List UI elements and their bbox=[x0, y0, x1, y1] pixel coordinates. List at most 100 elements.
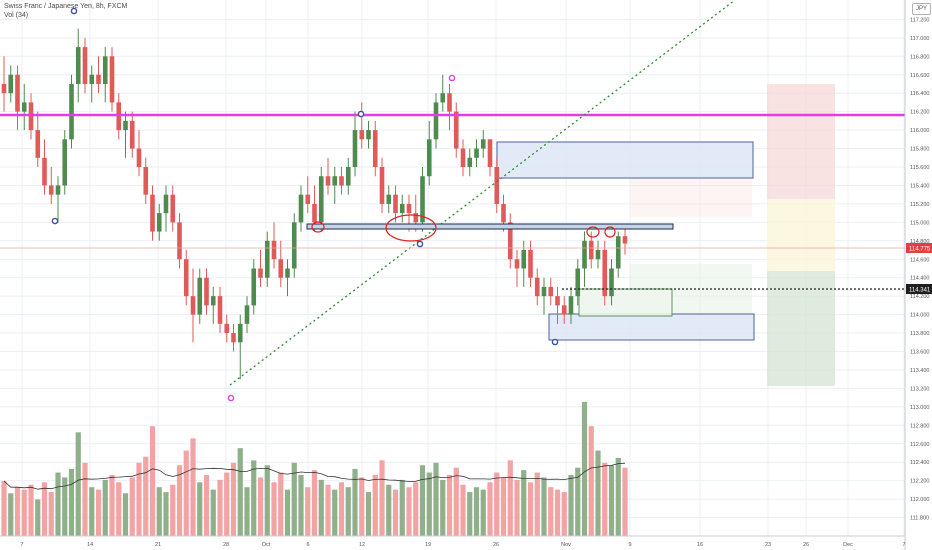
volume-bar bbox=[278, 472, 284, 536]
candle-body bbox=[183, 259, 189, 297]
candle-body bbox=[453, 111, 459, 149]
price-tick-label: 115.200 bbox=[910, 202, 929, 208]
candle-body bbox=[487, 139, 493, 167]
volume-bar bbox=[116, 482, 122, 536]
symbol-title: Swiss Franc / Japanese Yen, 8h, FXCM bbox=[4, 3, 128, 10]
price-axis[interactable]: 117.200 117.000 116.800 116.600 116.400 116.2… bbox=[904, 0, 932, 550]
candle-body bbox=[541, 286, 547, 297]
volume-bar bbox=[14, 487, 21, 536]
volume-bar bbox=[109, 475, 115, 536]
volume-bar bbox=[426, 472, 432, 536]
candle-body bbox=[82, 47, 88, 84]
time-tick-label: Nov bbox=[561, 542, 571, 548]
volume-bar bbox=[129, 477, 135, 536]
volume-bar bbox=[500, 477, 507, 536]
price-tick-label: 113.800 bbox=[910, 331, 929, 337]
price-tick-label: 116.200 bbox=[910, 110, 929, 116]
price-tick-label: 113.200 bbox=[910, 386, 929, 392]
volume-indicator-label: Vol (34) bbox=[4, 12, 29, 19]
candle-body bbox=[48, 185, 54, 195]
price-tick-label: 112.800 bbox=[910, 423, 929, 429]
candle-body bbox=[393, 194, 398, 214]
candle-body bbox=[399, 203, 405, 214]
volume-bar bbox=[581, 401, 588, 536]
candle-body bbox=[528, 250, 533, 278]
volume-bar bbox=[82, 462, 88, 536]
price-tick-label: 112.400 bbox=[910, 460, 929, 466]
volume-bar bbox=[568, 475, 574, 536]
volume-bar bbox=[244, 487, 250, 536]
candle-body bbox=[123, 120, 128, 131]
candle-body bbox=[352, 130, 358, 167]
currency-badge[interactable]: JPY bbox=[912, 3, 931, 15]
price-tick-label: 115.600 bbox=[910, 165, 929, 171]
time-axis[interactable]: 7 14 21 28 Oct 6 12 19 26 Nov 9 16 23 26 Dec 7 bbox=[0, 535, 906, 548]
price-tick-label: 114.400 bbox=[910, 276, 929, 282]
volume-bar bbox=[548, 487, 554, 536]
price-tick-label: 112.000 bbox=[910, 497, 929, 503]
price-tick-label: 114.000 bbox=[910, 313, 929, 319]
candle-body bbox=[258, 268, 263, 278]
price-tick-label: 117.200 bbox=[910, 17, 929, 23]
candle-body bbox=[588, 240, 594, 260]
volume-bar bbox=[21, 489, 27, 536]
candle-body bbox=[204, 277, 209, 306]
candle-body bbox=[1, 83, 7, 94]
volume-bar bbox=[1, 481, 7, 536]
volume-bar bbox=[183, 450, 189, 536]
volume-bar bbox=[622, 467, 628, 536]
volume-bar bbox=[480, 489, 486, 536]
volume-bar bbox=[284, 489, 291, 536]
volume-bar bbox=[8, 493, 14, 536]
price-tick-label: 113.600 bbox=[910, 350, 929, 356]
volume-bar bbox=[615, 457, 621, 536]
candle-body bbox=[15, 74, 20, 112]
candle-body bbox=[237, 323, 243, 343]
candle-body bbox=[460, 148, 466, 167]
volume-bar bbox=[89, 487, 95, 536]
candle-body bbox=[555, 296, 560, 306]
candle-body bbox=[89, 74, 95, 84]
candle-body bbox=[359, 130, 365, 140]
price-tick-label: 115.400 bbox=[910, 183, 929, 189]
candle-body bbox=[298, 194, 304, 223]
volume-bar bbox=[55, 472, 61, 536]
candle-body bbox=[129, 120, 135, 149]
volume-bar bbox=[575, 467, 581, 536]
candle-body bbox=[224, 323, 230, 334]
candle-body bbox=[35, 130, 41, 158]
candle-body bbox=[339, 176, 344, 186]
time-tick-label: Dec bbox=[843, 542, 853, 548]
price-tick-label: 114.200 bbox=[910, 294, 929, 300]
volume-bar bbox=[399, 479, 405, 536]
candle-body bbox=[291, 222, 297, 269]
volume-bar bbox=[541, 477, 547, 536]
time-tick-label: 7 bbox=[902, 542, 905, 548]
candle-body bbox=[69, 83, 74, 140]
volume-bar bbox=[149, 426, 156, 536]
candle-body bbox=[467, 157, 473, 167]
supply-box bbox=[496, 141, 754, 179]
time-tick-label: 23 bbox=[765, 542, 771, 548]
volume-bar bbox=[35, 499, 41, 536]
candle-body bbox=[278, 259, 284, 278]
volume-bar bbox=[170, 484, 176, 536]
volume-bar bbox=[392, 489, 399, 536]
volume-bar bbox=[224, 472, 230, 536]
volume-bar bbox=[41, 482, 48, 536]
time-tick-label: 19 bbox=[425, 542, 431, 548]
price-tick-label: 114.600 bbox=[910, 257, 929, 263]
volume-bar bbox=[433, 462, 439, 536]
volume-bar bbox=[291, 462, 297, 536]
candle-body bbox=[433, 102, 439, 140]
volume-bar bbox=[507, 460, 513, 536]
candle-body bbox=[514, 259, 520, 269]
candle-body bbox=[102, 56, 108, 84]
candle-body bbox=[426, 139, 432, 177]
candle-body bbox=[474, 148, 479, 158]
time-tick-label: 14 bbox=[87, 542, 93, 548]
candle-body bbox=[210, 296, 216, 306]
candle-body bbox=[190, 296, 196, 315]
volume-bar bbox=[136, 462, 142, 536]
